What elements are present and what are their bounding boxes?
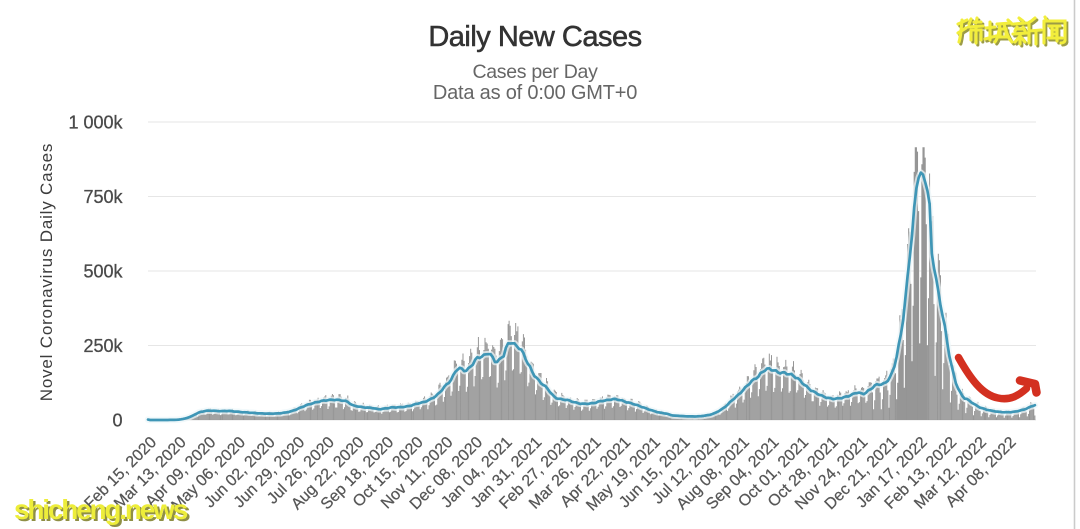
- svg-text:shicheng.news: shicheng.news: [14, 494, 188, 525]
- svg-text:shicheng.news: shicheng.news: [16, 496, 190, 527]
- svg-text:Data as of 0:00 GMT+0: Data as of 0:00 GMT+0: [433, 82, 637, 104]
- svg-text:1 000k: 1 000k: [68, 112, 123, 132]
- svg-text:0: 0: [112, 410, 122, 430]
- svg-text:500k: 500k: [83, 261, 123, 281]
- svg-text:Cases per Day: Cases per Day: [472, 61, 598, 83]
- svg-text:Novel Coronavirus Daily Cases: Novel Coronavirus Daily Cases: [37, 143, 56, 401]
- svg-text:250k: 250k: [83, 336, 123, 356]
- svg-text:Daily New Cases: Daily New Cases: [428, 21, 641, 53]
- svg-text:750k: 750k: [83, 187, 123, 207]
